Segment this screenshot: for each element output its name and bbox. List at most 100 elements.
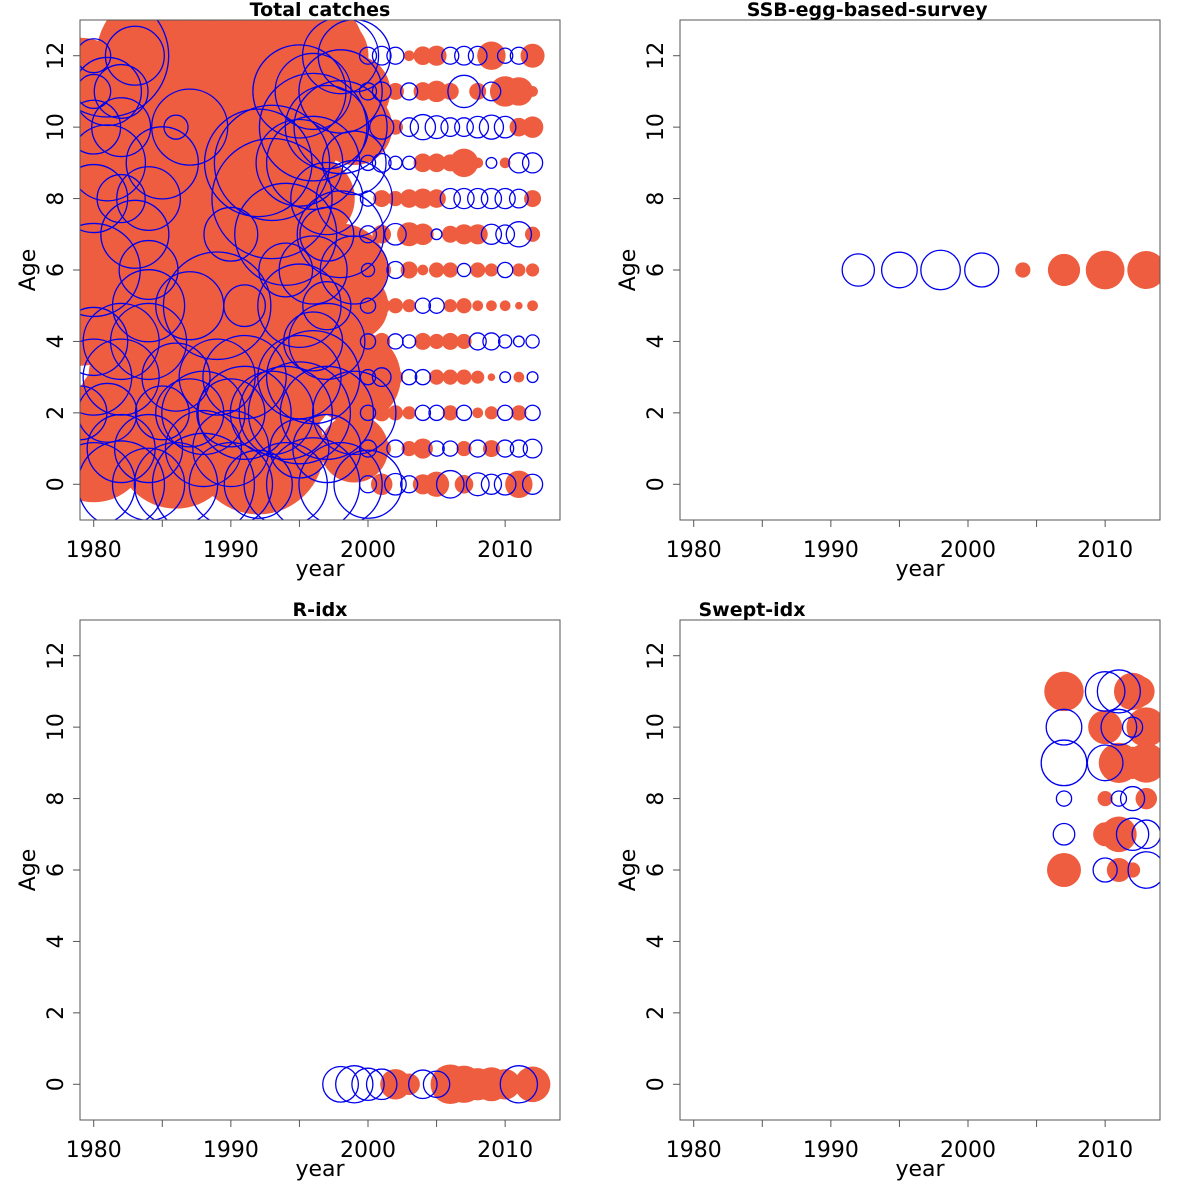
bubble-positive bbox=[489, 1069, 521, 1100]
y-axis-label: Age bbox=[616, 849, 641, 892]
bubble-negative bbox=[494, 187, 516, 210]
bubble-negative bbox=[1115, 817, 1150, 852]
bubble-negative bbox=[358, 225, 378, 244]
bubble-negative bbox=[358, 475, 378, 494]
chart-title: Swept-idx bbox=[698, 599, 805, 621]
bubble-negative bbox=[211, 137, 333, 260]
bubble-positive bbox=[403, 50, 415, 62]
bubble-negative bbox=[162, 251, 272, 361]
bubble-positive bbox=[402, 299, 416, 313]
x-tick-label: 2010 bbox=[477, 538, 533, 563]
bubble-negative bbox=[322, 1065, 360, 1103]
bubble-positive bbox=[414, 332, 432, 350]
bubble-negative bbox=[298, 49, 383, 134]
bubble-negative bbox=[399, 82, 419, 101]
x-axis-label: year bbox=[895, 1157, 945, 1182]
bubble-positive bbox=[441, 225, 459, 243]
bubble-positive bbox=[400, 261, 418, 279]
y-tick-label: 10 bbox=[644, 713, 669, 741]
bubble-positive bbox=[428, 333, 445, 350]
x-tick-label: 1980 bbox=[666, 1138, 722, 1163]
bubble-negative bbox=[456, 262, 472, 278]
bubble-positive bbox=[472, 157, 484, 169]
x-tick-label: 2000 bbox=[940, 1138, 996, 1163]
bubble-negative bbox=[197, 365, 292, 461]
chart-panel: 1980 1990 2000 2010 0 2 4 6 8 10 12 Swept-idx year Ag… bbox=[616, 599, 1161, 1182]
y-tick-label: 4 bbox=[44, 334, 69, 348]
bubble-negative bbox=[430, 228, 443, 241]
bubble-negative bbox=[278, 235, 348, 305]
bubble-negative bbox=[258, 242, 314, 298]
bubble-negative bbox=[188, 442, 274, 520]
bubble-marks bbox=[80, 20, 545, 520]
bubble-negative bbox=[296, 190, 385, 279]
bubble-negative bbox=[1052, 822, 1076, 846]
bubble-negative bbox=[386, 46, 405, 65]
bubble-negative bbox=[453, 187, 475, 210]
y-tick-label: 8 bbox=[44, 192, 69, 206]
bubble-negative bbox=[524, 404, 541, 422]
bubble-positive bbox=[1047, 253, 1081, 287]
y-tick-label: 8 bbox=[644, 192, 669, 206]
bubble-positive bbox=[486, 300, 497, 312]
bubble-negative bbox=[358, 82, 378, 101]
y-axis-label: Age bbox=[16, 249, 41, 292]
bubble-positive bbox=[399, 189, 419, 208]
bubble-negative bbox=[301, 20, 380, 95]
bubble-positive bbox=[456, 369, 472, 385]
bubble-negative bbox=[467, 45, 488, 66]
bubble-negative bbox=[111, 447, 186, 520]
y-tick-label: 6 bbox=[44, 863, 69, 877]
bubble-negative bbox=[485, 156, 498, 169]
chart-panel: 1980 1990 2000 2010 0 2 4 6 8 10 12 SSB-egg-based-s… bbox=[616, 0, 1161, 582]
bubble-negative bbox=[468, 332, 487, 351]
bubble-negative bbox=[496, 404, 514, 422]
bubble-negative bbox=[1055, 790, 1073, 807]
bubble-negative bbox=[496, 261, 514, 279]
y-tick-label: 0 bbox=[44, 1077, 69, 1091]
bubble-positive bbox=[524, 226, 541, 242]
bubble-negative bbox=[499, 371, 512, 384]
y-tick-label: 6 bbox=[44, 263, 69, 277]
bubble-negative bbox=[1084, 671, 1126, 712]
bubble-positive bbox=[426, 45, 447, 66]
chart-panel: 1980 1990 2000 2010 0 2 4 6 8 10 12 Total catches ye… bbox=[16, 0, 561, 582]
bubble-positive bbox=[456, 298, 472, 314]
bubble-negative bbox=[399, 117, 420, 138]
bubble-negative bbox=[359, 333, 377, 350]
bubble-negative bbox=[499, 1065, 539, 1104]
bubble-negative bbox=[80, 385, 108, 441]
bubble-positive bbox=[412, 438, 433, 459]
bubble-negative bbox=[454, 117, 474, 138]
bubble-negative bbox=[521, 473, 544, 495]
y-axis-label: Age bbox=[16, 849, 41, 892]
bubble-positive bbox=[487, 373, 496, 381]
plot-frame bbox=[79, 619, 561, 1121]
bubble-positive bbox=[513, 371, 525, 383]
bubble-negative bbox=[1127, 851, 1160, 889]
bubble-positive bbox=[428, 369, 445, 385]
bubble-negative bbox=[96, 173, 146, 224]
bubble-negative bbox=[508, 188, 529, 209]
x-tick-label: 1990 bbox=[203, 538, 259, 563]
bubble-negative bbox=[335, 1065, 374, 1104]
y-tick-label: 0 bbox=[644, 477, 669, 491]
y-tick-label: 2 bbox=[44, 406, 69, 420]
bubble-negative bbox=[203, 108, 313, 218]
bubble-negative bbox=[525, 334, 540, 349]
bubble-positive bbox=[470, 262, 486, 278]
bubble-negative bbox=[409, 113, 437, 141]
bubble-negative bbox=[1086, 744, 1124, 782]
bubble-positive bbox=[401, 440, 417, 457]
bubble-negative bbox=[480, 187, 503, 210]
bubble-negative bbox=[521, 152, 544, 174]
bubble-positive bbox=[442, 262, 458, 278]
bubble-negative bbox=[841, 253, 876, 287]
bubble-negative bbox=[80, 440, 166, 520]
bubble-positive bbox=[1124, 862, 1141, 878]
bubble-negative bbox=[91, 97, 152, 158]
bubble-negative bbox=[141, 342, 211, 412]
bubble-positive bbox=[316, 89, 393, 166]
x-tick-label: 2010 bbox=[1077, 538, 1133, 563]
